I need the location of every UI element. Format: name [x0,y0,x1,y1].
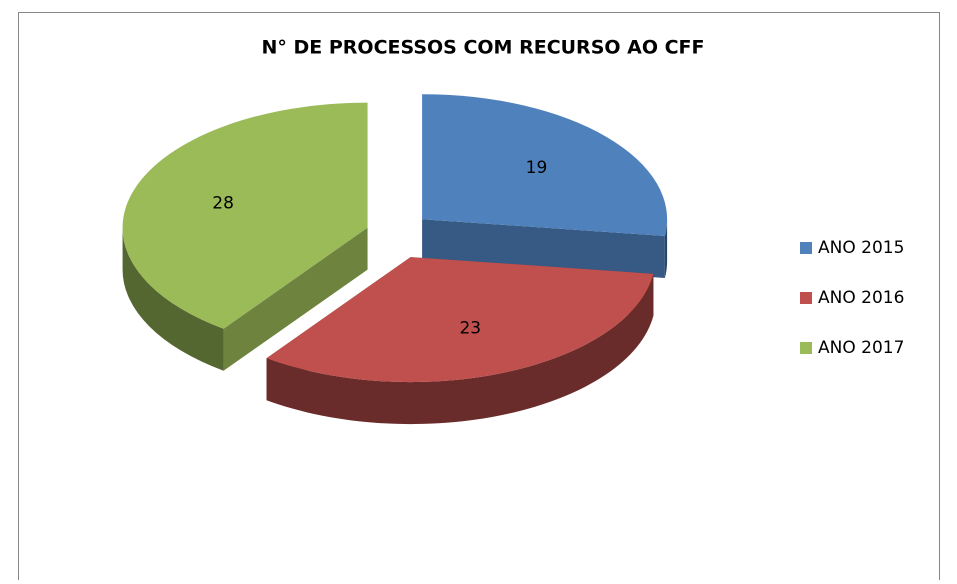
slice-wall [266,273,654,425]
legend-label: ANO 2016 [818,288,904,308]
legend-label: ANO 2015 [818,238,904,258]
legend-swatch [800,292,812,304]
legend-swatch [800,342,812,354]
legend-swatch [800,242,812,254]
slice-side [223,227,368,371]
chart-title: N° DE PROCESSOS COM RECURSO AO CFF [261,37,704,59]
data-label: 28 [212,194,234,214]
slice [422,94,668,236]
slice [122,102,368,329]
slice-wall [122,227,224,371]
slice-wall [664,219,668,278]
data-label: 19 [526,158,548,178]
legend-label: ANO 2017 [818,338,904,358]
data-label: 23 [459,318,481,338]
slice [266,257,654,383]
